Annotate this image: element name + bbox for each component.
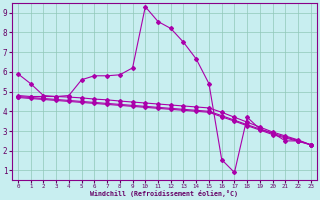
X-axis label: Windchill (Refroidissement éolien,°C): Windchill (Refroidissement éolien,°C) <box>90 190 238 197</box>
